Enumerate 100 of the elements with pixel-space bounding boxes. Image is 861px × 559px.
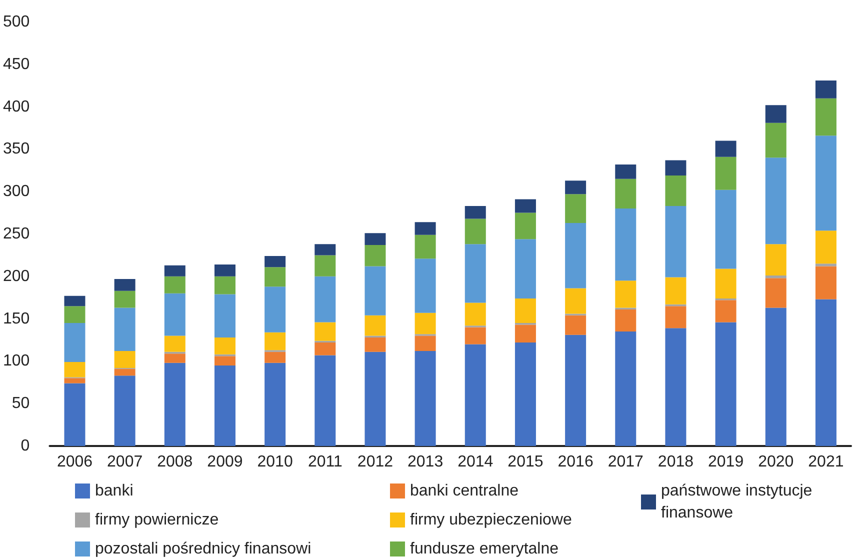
bar — [164, 354, 186, 363]
x-tick-label: 2013 — [408, 454, 444, 470]
x-tick-label: 2010 — [257, 454, 293, 470]
bar — [815, 299, 836, 446]
x-tick-label: 2015 — [508, 454, 544, 470]
bar — [514, 324, 536, 343]
x-tick-label: 2021 — [808, 454, 844, 470]
bar — [114, 308, 136, 352]
bar — [414, 222, 436, 235]
bar — [64, 296, 86, 306]
x-tick-label: 2019 — [708, 454, 744, 470]
legend-label: banki — [95, 482, 134, 500]
bar — [214, 294, 236, 338]
bar — [665, 175, 686, 206]
bar — [615, 309, 636, 332]
bar — [765, 244, 786, 276]
bar — [414, 312, 436, 334]
bar — [665, 160, 686, 176]
y-tick-label: 150 — [2, 310, 30, 328]
bar — [464, 218, 486, 244]
bar — [314, 255, 336, 276]
bar — [565, 334, 586, 446]
y-tick-label: 200 — [2, 268, 30, 285]
bar — [514, 212, 536, 240]
bar — [414, 234, 436, 259]
bar — [815, 230, 836, 264]
bar — [64, 362, 86, 378]
legend-label: pozostali pośrednicy finansowi — [95, 540, 312, 558]
bar — [765, 158, 786, 244]
bar — [114, 351, 136, 368]
bar — [64, 323, 86, 362]
bar — [114, 376, 136, 446]
bar — [615, 178, 636, 209]
bar — [64, 306, 86, 324]
bar — [164, 276, 186, 294]
bar — [815, 98, 836, 136]
bar — [665, 306, 686, 328]
bar — [164, 362, 186, 446]
bar — [314, 355, 336, 446]
bar — [264, 256, 286, 268]
bar — [214, 276, 236, 294]
x-tick-label: 2020 — [758, 454, 794, 470]
bar — [765, 278, 786, 308]
x-tick-label: 2017 — [608, 454, 644, 470]
bar — [715, 156, 736, 190]
y-tick-label: 500 — [2, 14, 30, 30]
legend-label: fundusze emerytalne — [410, 540, 559, 558]
y-tick-label: 50 — [12, 395, 30, 412]
bar — [765, 308, 786, 446]
x-tick-label: 2007 — [107, 454, 143, 470]
bar — [314, 244, 336, 256]
bar — [264, 352, 286, 363]
bar — [64, 378, 86, 384]
bar — [615, 208, 636, 281]
legend-label: firmy powiernicze — [95, 512, 219, 528]
bar — [214, 356, 236, 366]
bar — [364, 266, 386, 316]
bar — [264, 286, 286, 332]
bar — [514, 199, 536, 213]
bar — [464, 244, 486, 303]
bar — [514, 239, 536, 298]
bar — [815, 136, 836, 231]
bar — [765, 276, 786, 278]
bar — [565, 315, 586, 335]
bar — [264, 267, 286, 287]
bar — [214, 365, 236, 446]
x-tick-label: 2016 — [558, 454, 594, 470]
bar — [565, 288, 586, 314]
y-tick-label: 0 — [20, 438, 30, 454]
y-tick-label: 450 — [2, 56, 30, 73]
bar — [715, 190, 736, 269]
bar — [815, 264, 836, 266]
x-tick-label: 2008 — [157, 454, 193, 470]
bar — [164, 265, 186, 276]
bar — [615, 280, 636, 308]
bar — [765, 122, 786, 158]
bar — [114, 290, 136, 308]
bar — [464, 206, 486, 219]
bar — [164, 336, 186, 352]
bar — [364, 245, 386, 266]
bar — [615, 332, 636, 446]
bar — [114, 368, 136, 376]
bar — [765, 105, 786, 123]
bar — [114, 278, 136, 291]
x-tick-label: 2014 — [458, 454, 494, 470]
bar — [815, 80, 836, 98]
x-tick-label: 2018 — [658, 454, 694, 470]
bar — [715, 300, 736, 322]
bar — [464, 327, 486, 344]
bar — [364, 315, 386, 336]
bar — [514, 342, 536, 446]
bar — [565, 194, 586, 223]
bar — [314, 342, 336, 356]
bar — [214, 337, 236, 354]
bar — [164, 293, 186, 336]
bar — [314, 322, 336, 341]
bar — [665, 206, 686, 278]
legend-label: państwowe instytucje finansowe — [661, 482, 817, 522]
bar — [414, 336, 436, 352]
legend-label: banki centralne — [410, 482, 519, 500]
